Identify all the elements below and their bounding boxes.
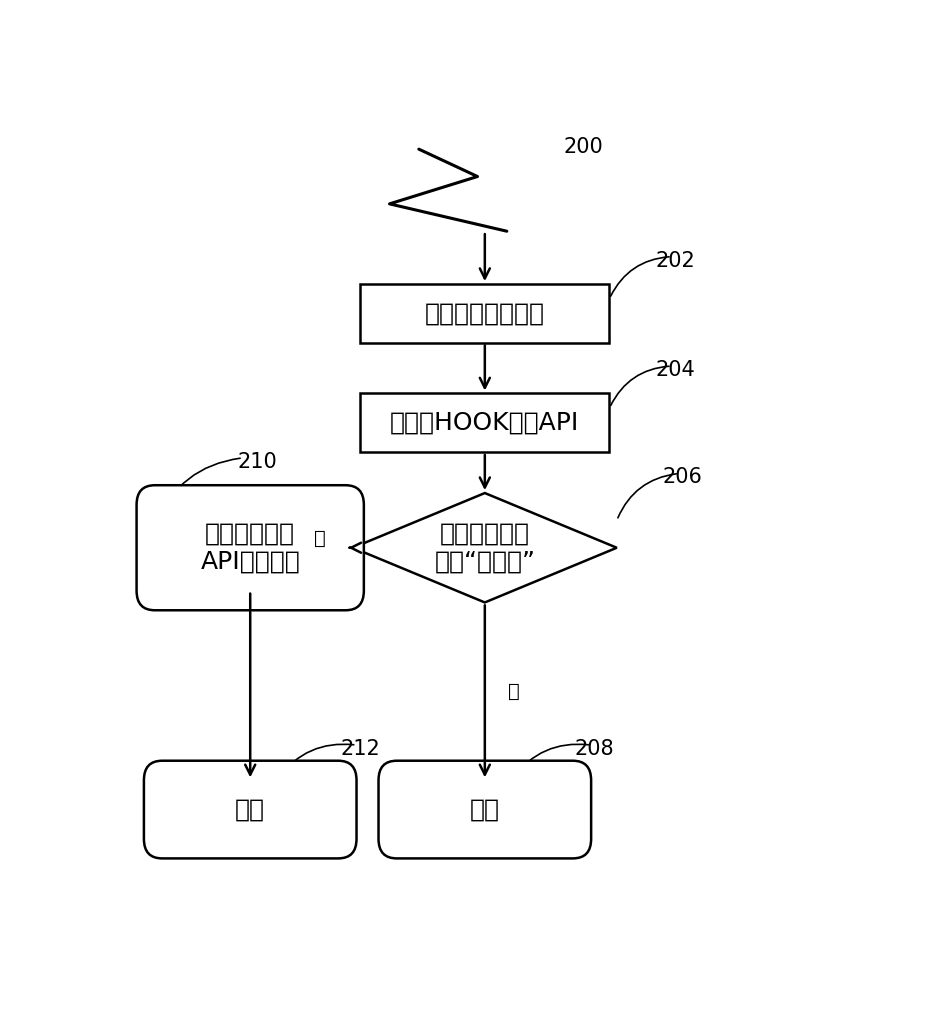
Text: 失败: 失败 <box>470 798 499 821</box>
Text: 成功: 成功 <box>236 798 265 821</box>
Text: 204: 204 <box>656 360 695 380</box>
Text: 调用被HOOK后的API: 调用被HOOK后的API <box>390 411 580 434</box>
Text: 212: 212 <box>341 739 380 759</box>
Text: 206: 206 <box>663 467 703 487</box>
Text: 208: 208 <box>575 739 615 759</box>
Polygon shape <box>353 493 617 603</box>
FancyBboxPatch shape <box>378 760 591 859</box>
Text: 202: 202 <box>656 251 695 271</box>
FancyBboxPatch shape <box>144 760 357 859</box>
Text: 否: 否 <box>314 529 325 548</box>
FancyBboxPatch shape <box>136 485 364 610</box>
Text: 是: 是 <box>508 682 520 700</box>
Text: 200: 200 <box>564 137 604 156</box>
Text: 用户请求打开文件: 用户请求打开文件 <box>425 301 545 325</box>
Text: 调用程序原有
API打开文件: 调用程序原有 API打开文件 <box>201 522 300 573</box>
Bar <box>360 394 609 452</box>
Text: 210: 210 <box>237 452 277 472</box>
Text: 检查文件是否
属于“安全域”: 检查文件是否 属于“安全域” <box>434 522 535 573</box>
Bar <box>360 284 609 343</box>
